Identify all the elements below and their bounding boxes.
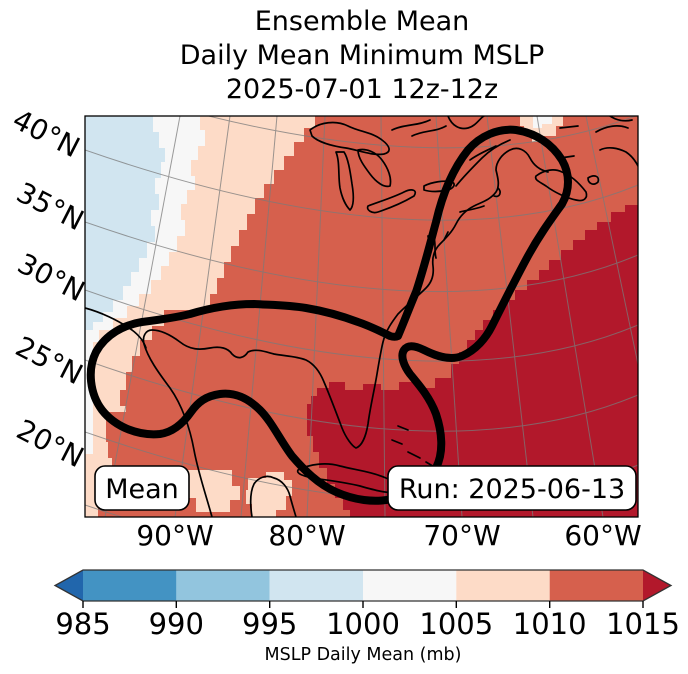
cbar-tick-1005: 1005 xyxy=(419,607,493,641)
parallel-40n xyxy=(85,149,638,221)
meridian-85w xyxy=(240,116,278,517)
fill-patch-texascoast-peach xyxy=(186,470,240,512)
lon-axis-labels: 90°W 80°W 70°W 60°W xyxy=(136,519,641,552)
fill-white-left-sliver xyxy=(85,340,93,454)
fill-patch-quebec-peach xyxy=(520,116,563,142)
colorbar-axis-label: MSLP Daily Mean (mb) xyxy=(265,645,462,665)
fill-band-over-1015 xyxy=(307,205,638,517)
colorbar-tick-labels: 985 990 995 1000 1005 1010 1015 xyxy=(55,607,680,641)
meridian-90w xyxy=(174,116,231,517)
figure-title-line3: 2025-07-01 12z-12z xyxy=(226,74,498,105)
coastlines xyxy=(85,116,638,517)
lake-superior xyxy=(309,121,390,156)
parallel-35n xyxy=(85,221,638,292)
coast-yucatan xyxy=(249,475,297,517)
cbar-tick-1010: 1010 xyxy=(513,607,587,641)
coast-bahamas xyxy=(391,425,437,469)
colorbar-seg-985-990 xyxy=(83,570,177,601)
fill-patch-yucatan-peach xyxy=(246,472,292,517)
colorbar-ticks xyxy=(82,601,644,608)
map-frame xyxy=(84,115,639,518)
colorbar-seg-1010-1015 xyxy=(549,570,644,601)
lake-ontario xyxy=(423,180,455,193)
lat-label-40n: 40°N xyxy=(7,103,85,164)
lon-label-70w: 70°W xyxy=(423,519,500,552)
mean-box-label: Mean xyxy=(105,474,179,505)
figure-title-line1: Ensemble Mean xyxy=(255,6,470,37)
colorbar: 985 990 995 1000 1005 1010 1015 MSLP Dai… xyxy=(53,569,680,665)
lat-label-25n: 25°N xyxy=(10,330,88,391)
meridian-80w xyxy=(306,116,326,517)
meridian-75w xyxy=(380,116,386,517)
run-box: Run: 2025-06-13 xyxy=(387,465,637,511)
meridian-60w xyxy=(536,116,604,517)
colorbar-seg-1000-1005 xyxy=(363,570,457,601)
lat-label-35n: 35°N xyxy=(11,176,89,237)
cbar-tick-1000: 1000 xyxy=(326,607,400,641)
meridian-70w xyxy=(435,116,463,517)
parallel-45n xyxy=(206,116,637,149)
colorbar-under-arrow xyxy=(55,570,83,601)
mean-box: Mean xyxy=(94,465,190,511)
colorbar-seg-990-995 xyxy=(176,570,270,601)
map-area xyxy=(85,116,638,517)
lake-huron xyxy=(357,148,392,188)
coast-longisland-capecod xyxy=(459,187,501,213)
st-lawrence-river xyxy=(455,125,579,187)
lon-label-80w: 80°W xyxy=(268,519,345,552)
parallel-25n xyxy=(85,359,638,432)
coast-newfoundland-gulf xyxy=(595,116,638,167)
meridian-55w xyxy=(585,116,638,367)
lat-label-30n: 30°N xyxy=(12,247,90,308)
lake-erie xyxy=(366,189,417,214)
coast-gulf-eastcoast xyxy=(142,147,549,517)
lat-axis-labels: 40°N 35°N 30°N 25°N 20°N xyxy=(7,103,90,474)
cbar-tick-990: 990 xyxy=(149,607,204,641)
lon-label-60w: 60°W xyxy=(564,519,641,552)
figure-title-line2: Daily Mean Minimum MSLP xyxy=(180,40,545,71)
cbar-tick-995: 995 xyxy=(242,607,297,641)
coast-rio-grande xyxy=(85,307,147,349)
cbar-tick-1015: 1015 xyxy=(606,607,680,641)
cbar-tick-985: 985 xyxy=(55,607,110,641)
colorbar-seg-995-1000 xyxy=(269,570,364,601)
canada-north-squiggles xyxy=(391,116,485,137)
meridian-95w xyxy=(104,116,181,517)
lake-michigan xyxy=(335,151,355,211)
lat-label-20n: 20°N xyxy=(11,413,89,474)
run-box-label: Run: 2025-06-13 xyxy=(399,474,625,505)
colorbar-seg-1005-1010 xyxy=(456,570,550,601)
lon-label-90w: 90°W xyxy=(136,519,213,552)
colorbar-over-arrow xyxy=(643,570,671,601)
meridian-65w xyxy=(486,116,534,517)
